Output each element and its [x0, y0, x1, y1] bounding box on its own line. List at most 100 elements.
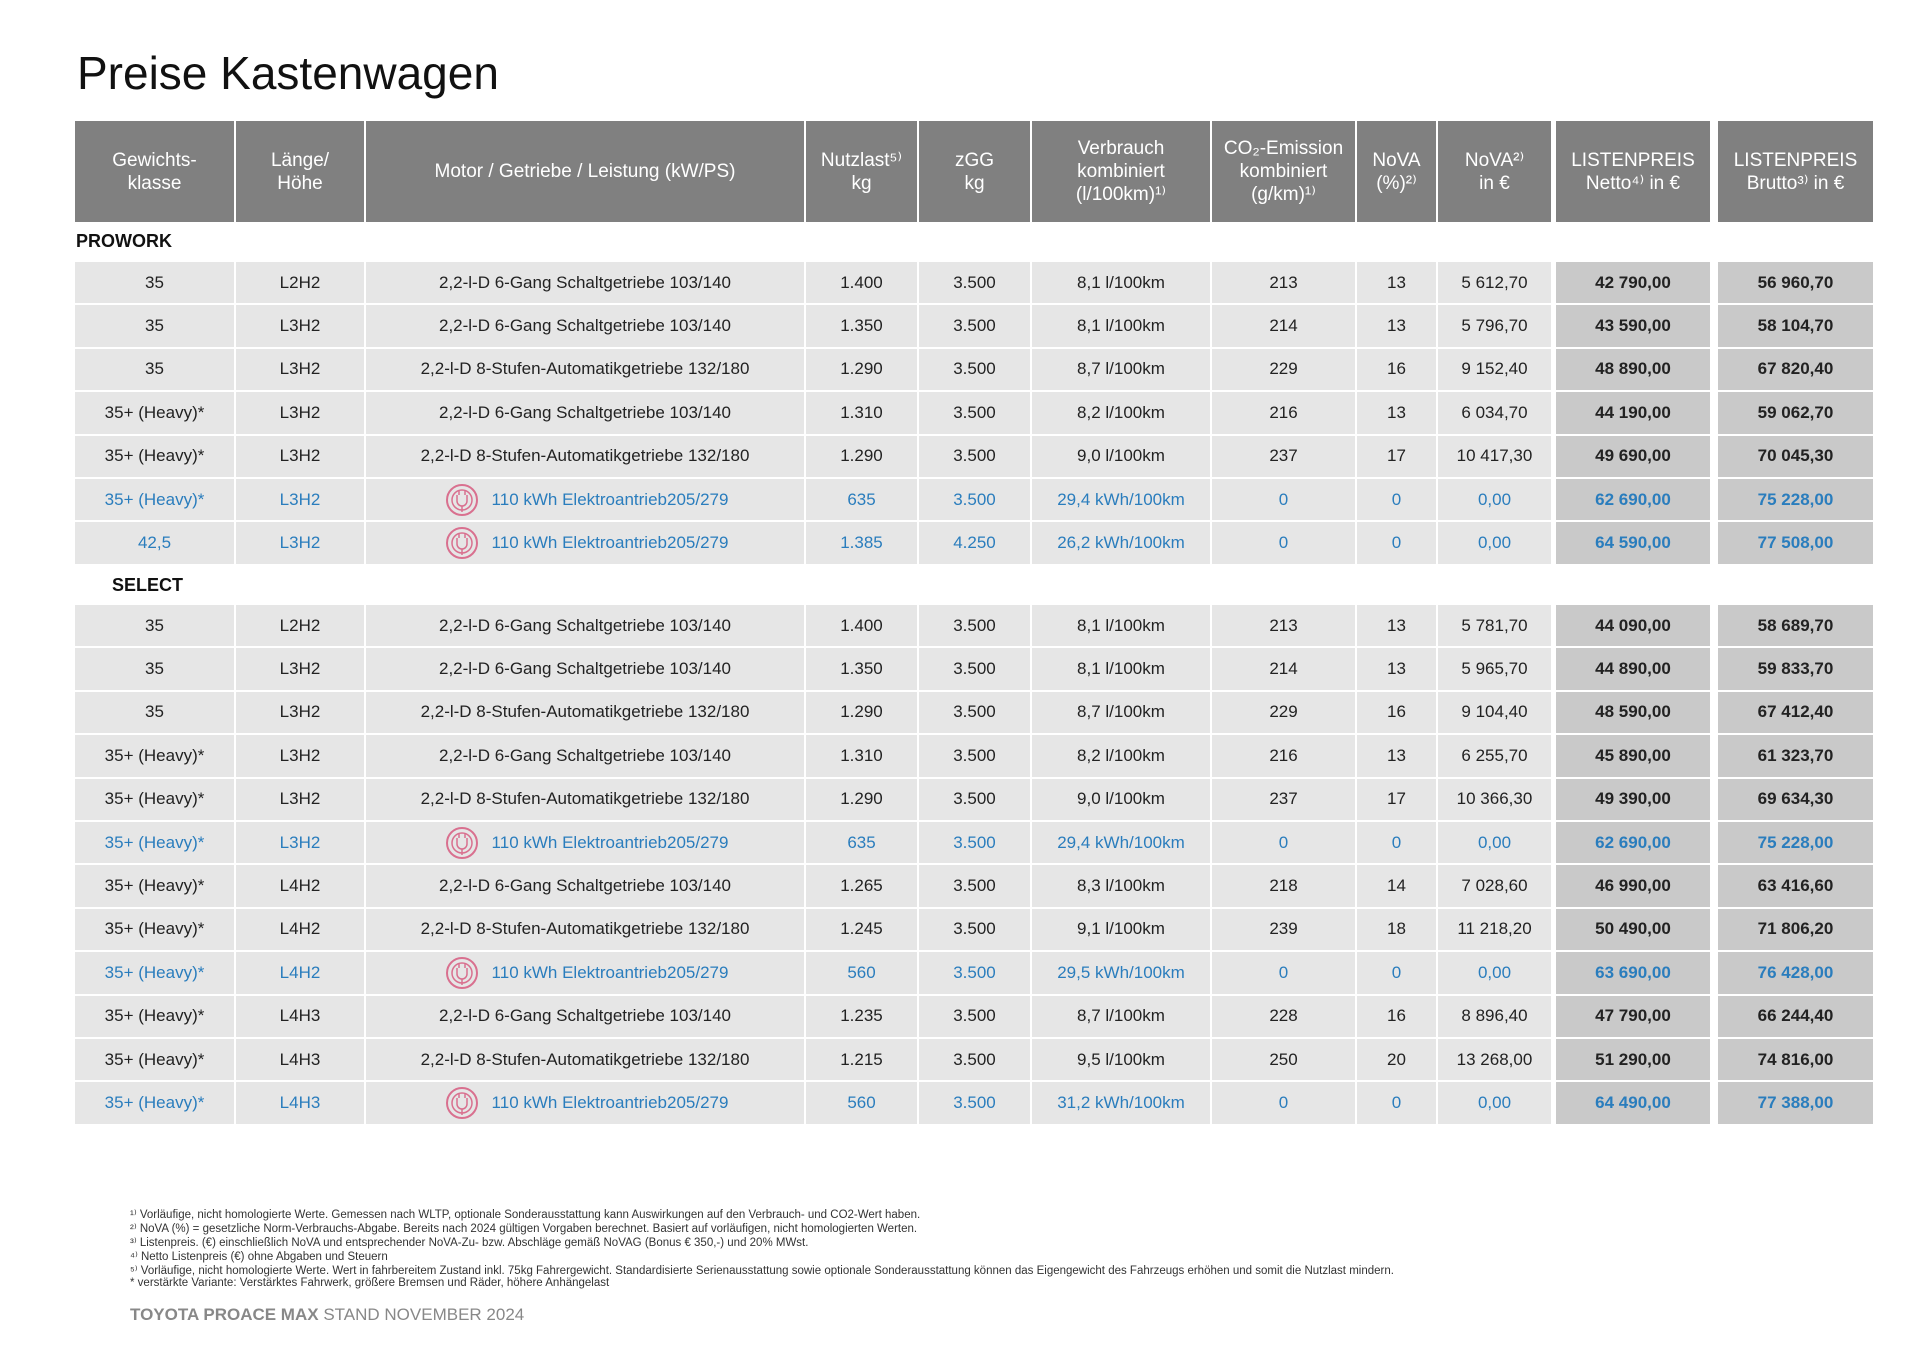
cell-text: 67 820,40: [1757, 359, 1834, 379]
table-cell: 70 045,30: [1718, 435, 1873, 477]
cell-text: 110 kWh Elektroantrieb205/279: [491, 832, 729, 852]
cell-text: 71 806,20: [1757, 919, 1834, 939]
table-cell: 2,2-l-D 8-Stufen-Automatikgetriebe 132/1…: [366, 435, 804, 477]
table-cell: L3H2: [236, 648, 364, 690]
table-cell: 237: [1212, 435, 1355, 477]
cell-text: 0: [1391, 832, 1402, 852]
table-cell: 35+ (Heavy)*: [75, 735, 234, 777]
table-cell: 50 490,00: [1556, 908, 1710, 951]
cell-text: 62 690,00: [1595, 832, 1671, 852]
table-cell: 13: [1357, 605, 1436, 647]
table-cell: 35+ (Heavy)*: [75, 435, 234, 477]
table-cell: 35: [75, 691, 234, 734]
footnote: ²⁾ NoVA (%) = gesetzliche Norm-Verbrauch…: [130, 1223, 918, 1235]
header-line: CO₂-Emission: [1223, 138, 1344, 159]
table-cell: 9,1 l/100km: [1032, 908, 1210, 951]
table-cell: L4H2: [236, 908, 364, 951]
cell-text: 13: [1387, 316, 1406, 336]
cell-text: 2,2-l-D 8-Stufen-Automatikgetriebe 132/1…: [420, 919, 750, 939]
cell-text: 216: [1269, 402, 1298, 422]
header-line: Höhe: [277, 172, 323, 194]
cell-text: L3H2: [279, 402, 321, 422]
table-cell: 214: [1212, 648, 1355, 690]
table-cell: 44 190,00: [1556, 392, 1710, 434]
header-line: NoVA²⁾: [1464, 149, 1525, 171]
table-cell: 42,5: [75, 522, 234, 564]
table-cell: 2,2-l-D 8-Stufen-Automatikgetriebe 132/1…: [366, 348, 804, 391]
table-cell: 18: [1357, 908, 1436, 951]
cell-text: L3H2: [279, 446, 321, 466]
footnote: ⁵⁾ Vorläufige, nicht homologierte Werte.…: [130, 1265, 1394, 1277]
header-line: kombiniert: [1239, 161, 1328, 182]
cell-text: 560: [847, 962, 876, 982]
cell-text: L3H2: [279, 533, 321, 553]
table-cell: 3.500: [919, 822, 1030, 864]
cell-text: 2,2-l-D 8-Stufen-Automatikgetriebe 132/1…: [420, 1049, 750, 1069]
cell-text: 2,2-l-D 6-Gang Schaltgetriebe 103/140: [438, 402, 731, 422]
cell-text: 35+ (Heavy)*: [104, 489, 205, 509]
table-cell: 0: [1357, 479, 1436, 521]
table-cell: 67 412,40: [1718, 691, 1873, 734]
table-cell: 47 790,00: [1556, 995, 1710, 1037]
cell-text: 7 028,60: [1461, 876, 1528, 896]
table-cell: L3H2: [236, 778, 364, 820]
table-cell: 237: [1212, 778, 1355, 820]
table-cell: 3.500: [919, 305, 1030, 347]
header-line: Länge/: [270, 149, 330, 171]
table-cell: 2,2-l-D 6-Gang Schaltgetriebe 103/140: [366, 648, 804, 690]
table-cell: 49 690,00: [1556, 435, 1710, 477]
table-cell: 13: [1357, 262, 1436, 304]
cell-text: 2,2-l-D 6-Gang Schaltgetriebe 103/140: [438, 615, 731, 635]
cell-text: 0,00: [1477, 1093, 1512, 1113]
cell-text: 0: [1391, 489, 1402, 509]
cell-text: 228: [1269, 1006, 1298, 1026]
table-cell: 1.310: [806, 392, 917, 434]
table-cell: 75 228,00: [1718, 822, 1873, 864]
cell-text: 29,4 kWh/100km: [1057, 489, 1185, 509]
page-title: Preise Kastenwagen: [77, 47, 499, 99]
table-cell: 9,0 l/100km: [1032, 435, 1210, 477]
cell-text: 0: [1278, 533, 1289, 553]
cell-text: 9,0 l/100km: [1077, 446, 1165, 466]
cell-text: 8,7 l/100km: [1077, 1006, 1165, 1026]
header-cell: zGG kg: [919, 121, 1030, 222]
table-cell: 35+ (Heavy)*: [75, 995, 234, 1037]
cell-text: 20: [1387, 1049, 1406, 1069]
cell-text: 13: [1387, 659, 1406, 679]
table-cell: 1.235: [806, 995, 917, 1037]
table-cell: 3.500: [919, 1082, 1030, 1124]
cell-text: 35+ (Heavy)*: [104, 832, 205, 852]
header-cell: Verbrauch kombiniert (l/100km)¹⁾: [1032, 121, 1210, 222]
cell-text: 0,00: [1477, 962, 1512, 982]
cell-text: 1.215: [840, 1049, 883, 1069]
cell-text: 1.385: [840, 533, 883, 553]
cell-text: 35+ (Heavy)*: [104, 876, 205, 896]
table-cell: 59 062,70: [1718, 392, 1873, 434]
table-cell: 2,2-l-D 6-Gang Schaltgetriebe 103/140: [366, 735, 804, 777]
cell-text: 635: [847, 489, 876, 509]
header-line: (g/km)¹⁾: [1251, 184, 1316, 205]
table-cell: 1.400: [806, 262, 917, 304]
cell-text: 8,2 l/100km: [1077, 745, 1165, 765]
cell-text: 74 816,00: [1757, 1049, 1834, 1069]
cell-text: 46 990,00: [1595, 876, 1671, 896]
cell-text: 1.235: [840, 1006, 883, 1026]
cell-text: 6 255,70: [1461, 745, 1528, 765]
header-cell: NoVA (%)²⁾: [1357, 121, 1436, 222]
cell-text: 560: [847, 1093, 876, 1113]
table-cell: 8,1 l/100km: [1032, 605, 1210, 647]
cell-text: 35+ (Heavy)*: [104, 402, 205, 422]
cell-text: 8,2 l/100km: [1077, 402, 1165, 422]
cell-text: 35+ (Heavy)*: [104, 1006, 205, 1026]
cell-text: 47 790,00: [1595, 1006, 1671, 1026]
header-line: LISTENPREIS: [1733, 149, 1858, 171]
header-cell: Nutzlast⁵⁾ kg: [806, 121, 917, 222]
cell-text: 10 417,30: [1456, 446, 1533, 466]
table-cell: L4H3: [236, 1082, 364, 1124]
table-cell: 44 890,00: [1556, 648, 1710, 690]
table-cell: 76 428,00: [1718, 952, 1873, 994]
table-cell: 1.265: [806, 865, 917, 907]
table-cell: 2,2-l-D 8-Stufen-Automatikgetriebe 132/1…: [366, 1039, 804, 1081]
table-cell: 4.250: [919, 522, 1030, 564]
header-line: Brutto³⁾ in €: [1746, 172, 1845, 194]
